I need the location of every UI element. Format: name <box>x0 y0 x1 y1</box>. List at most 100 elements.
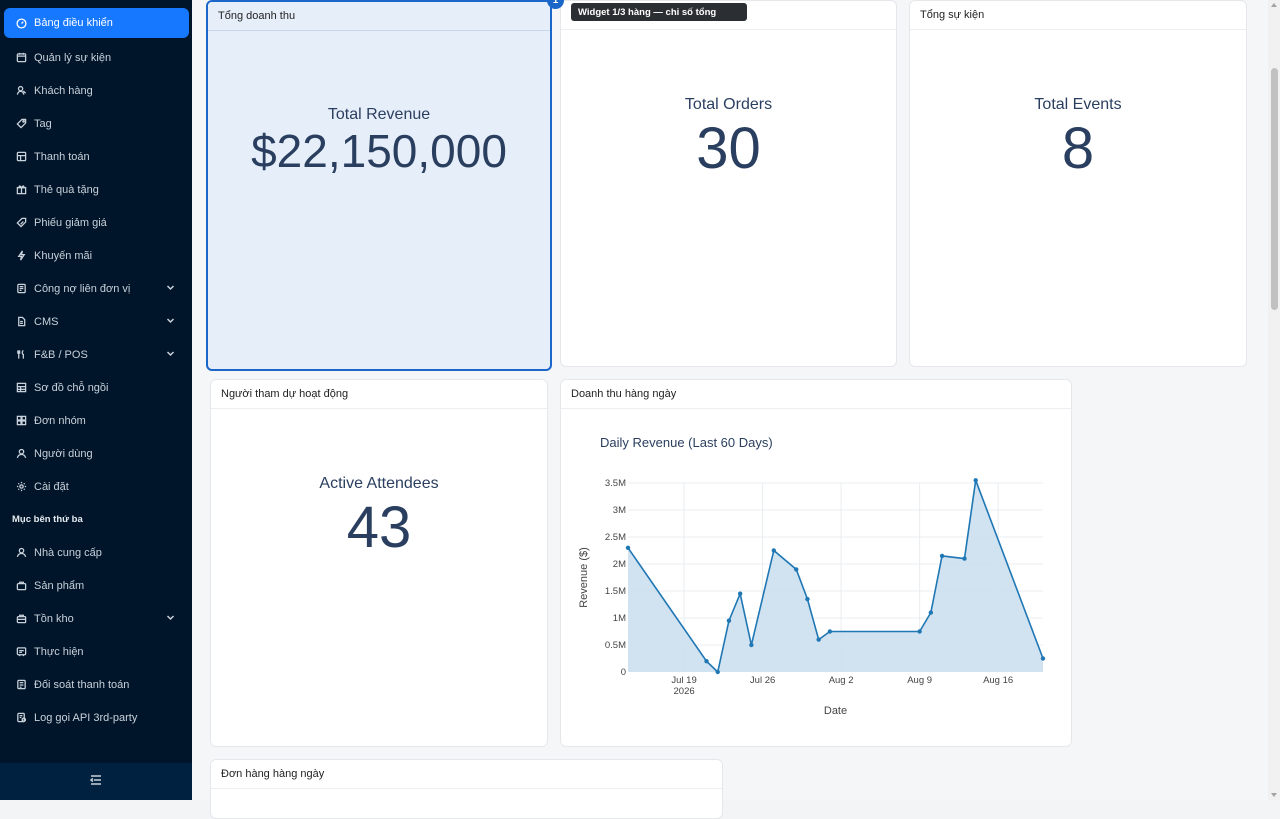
calendar-icon <box>15 52 27 64</box>
metric-value: 30 <box>696 116 761 181</box>
x-tick-label: Aug 9 <box>907 675 932 686</box>
y-tick-label: 1.5M <box>605 586 626 597</box>
data-point <box>771 548 777 553</box>
dashboard-main: Tổng doanh thu Total Revenue $22,150,000… <box>192 0 1268 819</box>
sidebar-item-1[interactable]: Quản lý sự kiện <box>0 41 192 74</box>
sidebar-item-tp-5[interactable]: Log gọi API 3rd-party <box>0 701 192 734</box>
data-point <box>827 629 833 634</box>
x-tick-year: 2026 <box>674 686 695 697</box>
sidebar-item-tp-2[interactable]: Tồn kho <box>0 602 192 635</box>
scroll-up-arrow[interactable] <box>1271 3 1277 7</box>
metric-label: Total Revenue <box>327 106 431 123</box>
widget-index-badge: 1 <box>547 0 564 9</box>
tag-icon <box>15 118 27 130</box>
sidebar-item-9[interactable]: CMS <box>0 305 192 338</box>
product-icon <box>15 580 27 592</box>
page-scrollbar[interactable] <box>1268 0 1280 800</box>
sidebar-item-label: Đơn nhóm <box>34 414 86 427</box>
widget-total-events[interactable]: Tổng sự kiện Total Events 8 <box>909 0 1247 367</box>
y-tick-label: 1M <box>613 613 626 624</box>
x-tick-label: Aug 16 <box>983 675 1013 686</box>
sidebar-item-label: Thanh toán <box>34 150 90 163</box>
sidebar-item-3[interactable]: Tag <box>0 107 192 140</box>
data-point <box>805 596 810 602</box>
widget-total-orders[interactable]: Tổng đơn hàng Total Orders 30 <box>560 0 897 367</box>
x-tick-label: Aug 2 <box>829 675 854 686</box>
sidebar-item-label: Phiếu giảm giá <box>34 216 107 229</box>
widget-header: Người tham dự hoạt động <box>211 380 547 409</box>
seat-map-icon <box>15 382 27 394</box>
sidebar-item-0[interactable]: Bảng điều khiển <box>4 8 189 38</box>
customers-icon <box>15 85 27 97</box>
sidebar-item-label: Quản lý sự kiện <box>34 51 112 64</box>
data-point <box>794 567 799 572</box>
sidebar-item-14[interactable]: Cài đặt <box>0 470 192 503</box>
sidebar-item-label: Thực hiện <box>34 645 84 658</box>
sidebar-section-label: Mục bên thứ ba <box>12 514 83 525</box>
menu-fold-icon <box>89 773 102 791</box>
sidebar-item-7[interactable]: Khuyến mãi <box>0 239 192 272</box>
revenue-area-fill <box>628 480 1043 672</box>
gift-icon <box>15 184 27 196</box>
sidebar-item-label: Khuyến mãi <box>34 249 93 262</box>
reconcile-icon <box>15 679 27 691</box>
y-tick-label: 2M <box>613 559 626 570</box>
widget-tooltip: Widget 1/3 hàng — chỉ số tổng <box>571 3 747 21</box>
payment-icon <box>15 151 27 163</box>
sidebar-item-10[interactable]: F&B / POS <box>0 338 192 371</box>
y-tick-label: 0 <box>621 667 626 678</box>
sidebar-item-12[interactable]: Đơn nhóm <box>0 404 192 437</box>
group-order-icon <box>15 415 27 427</box>
sidebar-item-6[interactable]: Phiếu giảm giá <box>0 206 192 239</box>
sidebar-item-label: Công nợ liên đơn vị <box>34 282 131 295</box>
document-icon <box>15 316 27 328</box>
sidebar-item-13[interactable]: Người dùng <box>0 437 192 470</box>
widget-daily-revenue[interactable]: Doanh thu hàng ngày Daily Revenue (Last … <box>560 379 1072 747</box>
sidebar-item-tp-1[interactable]: Sản phẩm <box>0 569 192 602</box>
scroll-down-arrow[interactable] <box>1271 793 1277 797</box>
sidebar-item-label: Tồn kho <box>34 612 74 625</box>
metric-label: Active Attendees <box>319 475 439 492</box>
sidebar-item-tp-0[interactable]: Nhà cung cấp <box>0 536 192 569</box>
data-point <box>917 629 922 634</box>
widget-daily-orders[interactable]: Đơn hàng hàng ngày <box>210 759 723 819</box>
sidebar-item-label: Khách hàng <box>34 84 93 97</box>
ledger-icon <box>15 283 27 295</box>
sidebar-item-label: Đối soát thanh toán <box>34 678 130 691</box>
daily-revenue-chart[interactable]: Daily Revenue (Last 60 Days) 0 0.5M 1M 1.5M 2… <box>561 410 1071 747</box>
y-tick-label: 2.5M <box>605 532 626 543</box>
y-tick-label: 3M <box>613 505 626 516</box>
sidebar-item-label: Nhà cung cấp <box>34 546 102 559</box>
sidebar-item-tp-4[interactable]: Đối soát thanh toán <box>0 668 192 701</box>
sidebar-item-label: CMS <box>34 315 59 328</box>
supplier-icon <box>15 547 27 559</box>
scrollbar-thumb[interactable] <box>1271 68 1278 310</box>
data-point <box>1040 656 1046 661</box>
data-point <box>737 591 743 596</box>
sidebar-item-tp-3[interactable]: Thực hiện <box>0 635 192 668</box>
sidebar-item-label: Thẻ quà tặng <box>34 183 99 196</box>
collapse-sidebar-button[interactable] <box>0 763 192 800</box>
lightning-icon <box>15 250 27 262</box>
y-axis-label: Revenue ($) <box>578 547 590 608</box>
widget-header: Tổng sự kiện <box>910 1 1246 30</box>
sidebar-item-11[interactable]: Sơ đồ chỗ ngồi <box>0 371 192 404</box>
widget-total-revenue[interactable]: Tổng doanh thu Total Revenue $22,150,000 <box>206 0 552 371</box>
sidebar-item-4[interactable]: Thanh toán <box>0 140 192 173</box>
metric-value: 8 <box>1061 116 1095 181</box>
data-point <box>625 545 631 550</box>
widget-active-attendees[interactable]: Người tham dự hoạt động Active Attendees… <box>210 379 548 747</box>
sidebar-item-2[interactable]: Khách hàng <box>0 74 192 107</box>
sidebar-item-8[interactable]: Công nợ liên đơn vị <box>0 272 192 305</box>
widget-header: Doanh thu hàng ngày <box>561 380 1071 409</box>
coupon-icon <box>15 217 27 229</box>
sidebar-item-label: Cài đặt <box>34 480 69 493</box>
sidebar-item-label: Sản phẩm <box>34 579 85 592</box>
chevron-down-icon <box>166 613 175 622</box>
x-axis-label: Date <box>824 705 847 717</box>
data-point <box>962 556 967 561</box>
user-icon <box>15 448 27 460</box>
data-point <box>928 610 934 615</box>
inventory-icon <box>15 613 27 625</box>
sidebar-item-5[interactable]: Thẻ quà tặng <box>0 173 192 206</box>
